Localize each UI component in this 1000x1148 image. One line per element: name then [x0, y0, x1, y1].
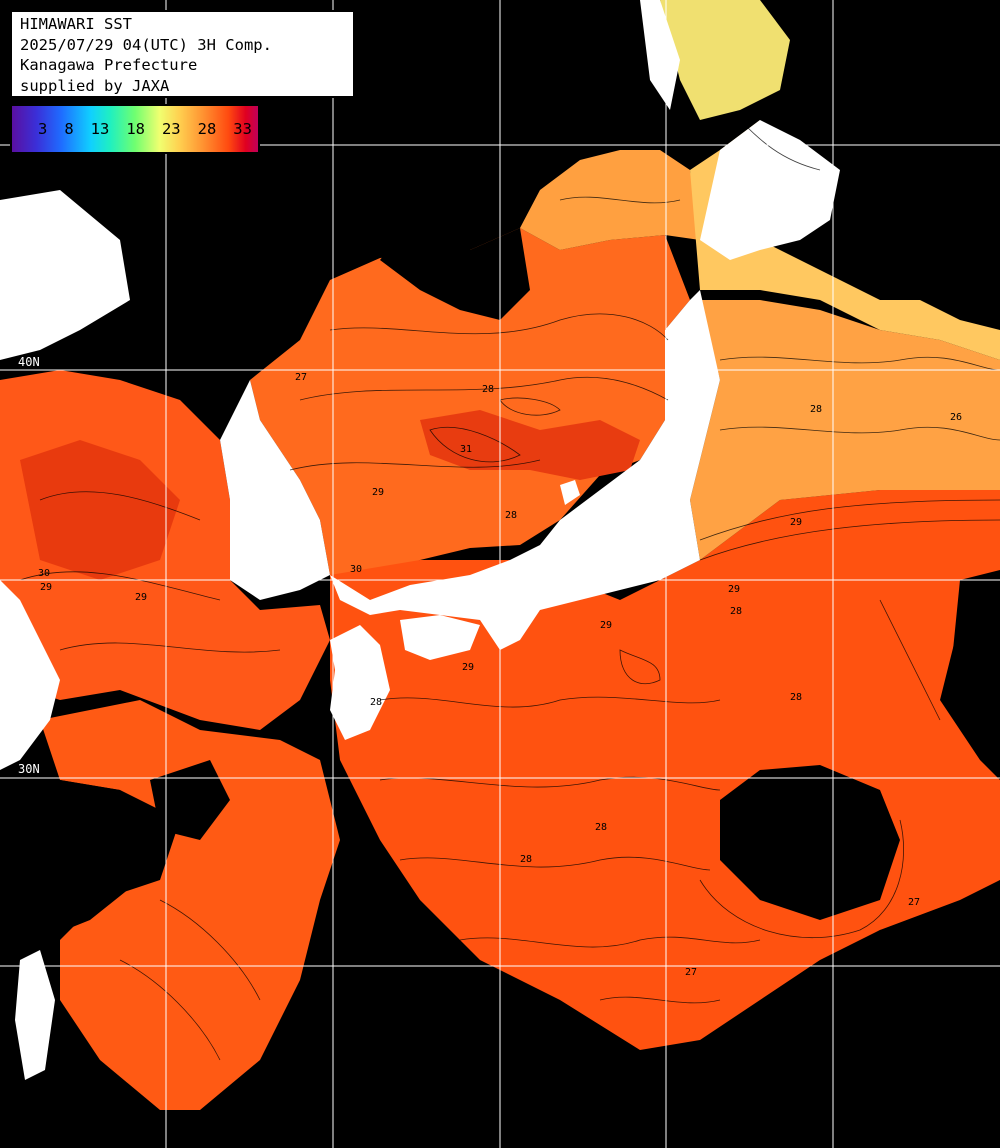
- isotherm-contours: [19, 119, 1000, 1061]
- land-kyushu: [330, 625, 390, 740]
- land-korea: [220, 380, 330, 600]
- map-title-box: HIMAWARI SST 2025/07/29 04(UTC) 3H Comp.…: [10, 10, 355, 98]
- contour-label: 29: [790, 517, 802, 528]
- contour-label: 28: [595, 822, 607, 833]
- contour-label: 28: [482, 384, 494, 395]
- sea-hot-spot-2: [20, 440, 180, 580]
- contour-label: 27: [228, 362, 240, 373]
- contour-label: 27: [908, 897, 920, 908]
- contour-label: 29: [40, 582, 52, 593]
- product-name: HIMAWARI SST: [20, 15, 132, 33]
- land-hokkaido: [700, 120, 840, 260]
- land-taiwan: [15, 950, 55, 1080]
- contour-label: 29: [135, 592, 147, 603]
- legend-tick: 33: [233, 120, 252, 138]
- contour-label: 28: [730, 606, 742, 617]
- sea-japan-sea: [250, 228, 690, 575]
- contour-label: 28: [370, 697, 382, 708]
- sea-hot-spot-1: [420, 410, 640, 480]
- sea-pacific-north: [690, 300, 1000, 560]
- legend-tick: 8: [64, 120, 74, 138]
- contour-label: 28: [520, 854, 532, 865]
- contour-label: 29: [372, 487, 384, 498]
- land: [0, 0, 840, 1080]
- contour-label: 29: [728, 584, 740, 595]
- legend-ticks: 3 8 13 18 23 28 33: [12, 120, 258, 138]
- land-china-north: [0, 190, 130, 360]
- land-sakhalin: [640, 0, 680, 110]
- land-shikoku: [400, 615, 480, 660]
- legend-tick: 28: [197, 120, 217, 138]
- land-sado: [560, 480, 580, 505]
- contour-label: 28: [505, 510, 517, 521]
- sea-japan-sea-north: [520, 150, 700, 250]
- contour-label: 27: [295, 372, 307, 383]
- sea-okhotsk: [660, 0, 790, 120]
- contour-label: 28: [790, 692, 802, 703]
- color-scale-legend: 3 8 13 18 23 28 33: [10, 104, 260, 154]
- sea-east-china: [40, 700, 340, 1110]
- legend-tick: 3: [38, 120, 48, 138]
- land-china-coast: [0, 580, 60, 770]
- contour-label: 26: [950, 412, 962, 423]
- contour-label: 31: [460, 444, 472, 455]
- latitude-label-40n: 40N: [18, 355, 40, 369]
- contour-label-group: 27 28 29 30 31 28 29 27 26 28 29 28 29 2…: [38, 362, 962, 978]
- legend-tick: 18: [126, 120, 145, 138]
- contour-label: 29: [600, 620, 612, 631]
- latitude-label-30n: 30N: [18, 762, 40, 776]
- contour-label: 29: [462, 662, 474, 673]
- contour-label: 28: [810, 404, 822, 415]
- legend-tick: 13: [90, 120, 110, 138]
- contour-label: 27: [685, 967, 697, 978]
- data-source: supplied by JAXA: [20, 76, 170, 95]
- region-name: Kanagawa Prefecture: [20, 56, 198, 74]
- contour-label: 30: [350, 564, 362, 575]
- land-honshu: [330, 290, 720, 650]
- legend-tick: 23: [161, 120, 181, 138]
- contour-label: 30: [38, 568, 50, 579]
- timestamp: 2025/07/29 04(UTC) 3H Comp.: [20, 35, 272, 54]
